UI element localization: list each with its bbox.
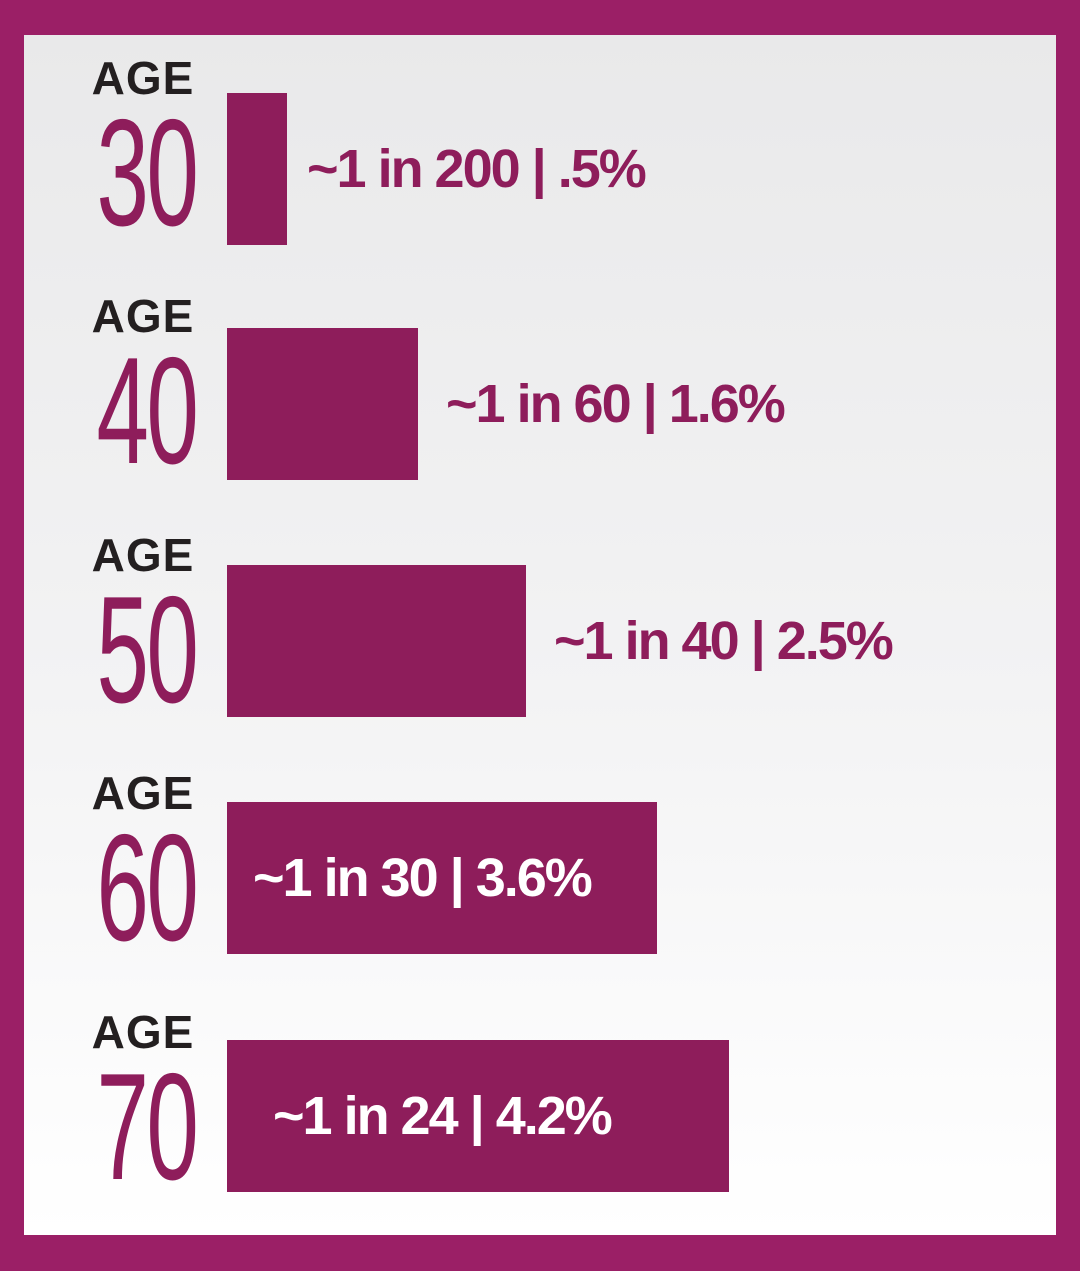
age-prefix-label: AGE xyxy=(91,1006,195,1058)
bar-age-50 xyxy=(227,565,526,717)
data-label-age-40: ~1 in 60 | 1.6% xyxy=(446,374,786,434)
age-prefix-label: AGE xyxy=(91,290,195,342)
age-category-label: 70 xyxy=(96,1042,199,1212)
age-category-label: 50 xyxy=(96,565,199,735)
bar-age-30 xyxy=(227,93,287,245)
bar-row-age-70: AGE 70 ~1 in 24 | 4.2% xyxy=(24,1009,1056,1209)
age-prefix-label: AGE xyxy=(91,52,195,104)
bar-age-70 xyxy=(227,1040,729,1192)
age-category-label: 40 xyxy=(96,326,199,496)
age-prefix-label: AGE xyxy=(91,529,195,581)
data-label-age-30: ~1 in 200 | .5% xyxy=(307,139,647,199)
age-prefix-label: AGE xyxy=(91,767,195,819)
age-category-label: 30 xyxy=(96,88,199,258)
data-label-age-60: ~1 in 30 | 3.6% xyxy=(253,848,593,908)
bar-row-age-40: AGE 40 ~1 in 60 | 1.6% xyxy=(24,293,1056,493)
bar-age-40 xyxy=(227,328,418,480)
age-category-label: 60 xyxy=(96,803,199,973)
bar-row-age-30: AGE 30 ~1 in 200 | .5% xyxy=(24,55,1056,255)
bar-row-age-50: AGE 50 ~1 in 40 | 2.5% xyxy=(24,532,1056,732)
data-label-age-70: ~1 in 24 | 4.2% xyxy=(273,1086,613,1146)
bar-age-60 xyxy=(227,802,657,954)
chart-panel: AGE 30 ~1 in 200 | .5% AGE 40 ~1 in 60 | 1.6%… xyxy=(24,35,1056,1235)
bar-row-age-60: AGE 60 ~1 in 30 | 3.6% xyxy=(24,770,1056,970)
data-label-age-50: ~1 in 40 | 2.5% xyxy=(554,611,894,671)
